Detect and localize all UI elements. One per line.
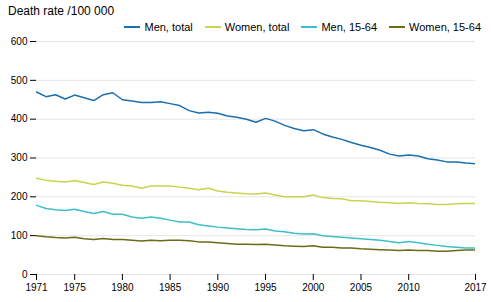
svg-text:600: 600 <box>11 36 28 47</box>
svg-text:0: 0 <box>22 269 28 280</box>
html-text:Women, 15-64: Women, 15-64 <box>409 21 481 33</box>
html-text:Death rate /100 000: Death rate /100 000 <box>8 4 115 18</box>
svg-text:200: 200 <box>11 191 28 202</box>
svg-text:500: 500 <box>11 75 28 86</box>
svg-text:1990: 1990 <box>207 282 230 293</box>
svg-text:2010: 2010 <box>398 282 421 293</box>
svg-text:300: 300 <box>11 152 28 163</box>
html-text:Women, total: Women, total <box>224 21 290 33</box>
html-text:Men, 15-64: Men, 15-64 <box>321 21 377 33</box>
html-text:Men, total: Men, total <box>144 21 193 33</box>
svg-text:2005: 2005 <box>350 282 373 293</box>
svg-text:1980: 1980 <box>111 282 134 293</box>
svg-text:400: 400 <box>11 113 28 124</box>
svg-text:1975: 1975 <box>64 282 87 293</box>
svg-text:1995: 1995 <box>254 282 277 293</box>
svg-text:1985: 1985 <box>159 282 182 293</box>
svg-text:1971: 1971 <box>25 282 48 293</box>
svg-text:2000: 2000 <box>302 282 325 293</box>
svg-text:2017: 2017 <box>464 282 487 293</box>
svg-text:100: 100 <box>11 230 28 241</box>
